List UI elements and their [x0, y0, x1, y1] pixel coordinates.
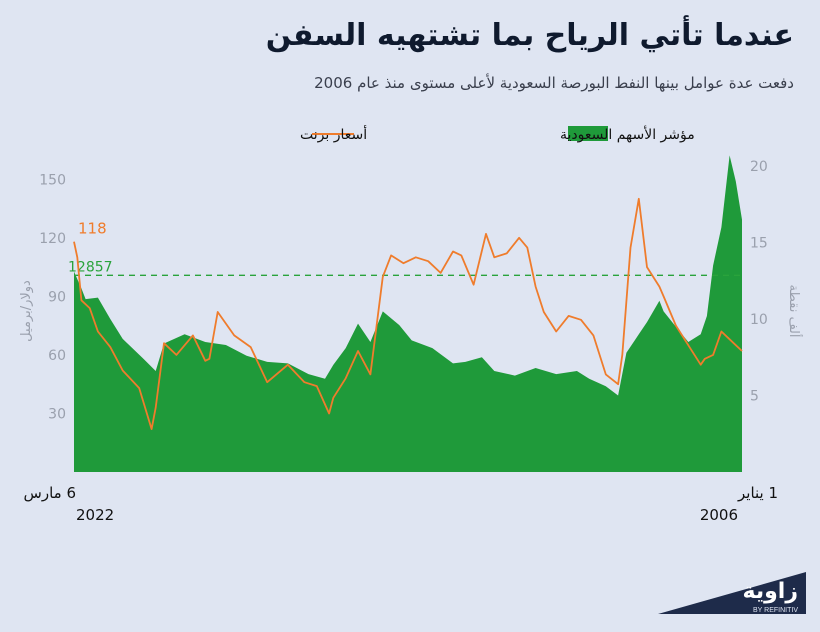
left-tick-label: 60 [48, 348, 66, 364]
left-axis-title: دولار/برميل [19, 280, 34, 342]
brent-line [73, 197, 743, 430]
legend-label-index: مؤشر الأسهم السعودية [560, 125, 695, 143]
left-tick-label: 150 [39, 172, 66, 188]
right-tick-label: 5 [750, 389, 759, 405]
right-axis-title: ألف نقطة [786, 285, 803, 338]
reference-label: 12857 [68, 259, 113, 275]
x-tick-year: 2022 [76, 506, 114, 524]
logo-name: زاوية [742, 579, 798, 604]
legend-swatch-index [568, 126, 608, 141]
left-tick-label: 90 [48, 289, 66, 305]
x-tick-label: 1 يناير [737, 484, 778, 502]
left-tick-label: 30 [48, 406, 66, 422]
zawya-logo: زاوية BY REFINITIV [658, 568, 806, 618]
chart-subtitle: دفعت عدة عوامل بينها النفط البورصة السعو… [314, 74, 794, 92]
x-tick-year: 2006 [700, 506, 738, 524]
chart-title: عندما تأتي الرياح بما تشتهيه السفن [265, 18, 794, 53]
logo-triangle [658, 572, 806, 614]
right-tick-label: 10 [750, 312, 768, 328]
x-tick-label: 6 مارس [24, 484, 76, 502]
right-tick-label: 15 [750, 236, 768, 252]
brent-annotation: 118 [78, 220, 107, 238]
left-tick-label: 120 [39, 231, 66, 247]
index-area [74, 155, 742, 472]
logo-sub: BY REFINITIV [753, 607, 798, 614]
right-tick-label: 20 [750, 159, 768, 175]
legend-label-brent: أسعار برنت [300, 125, 367, 143]
